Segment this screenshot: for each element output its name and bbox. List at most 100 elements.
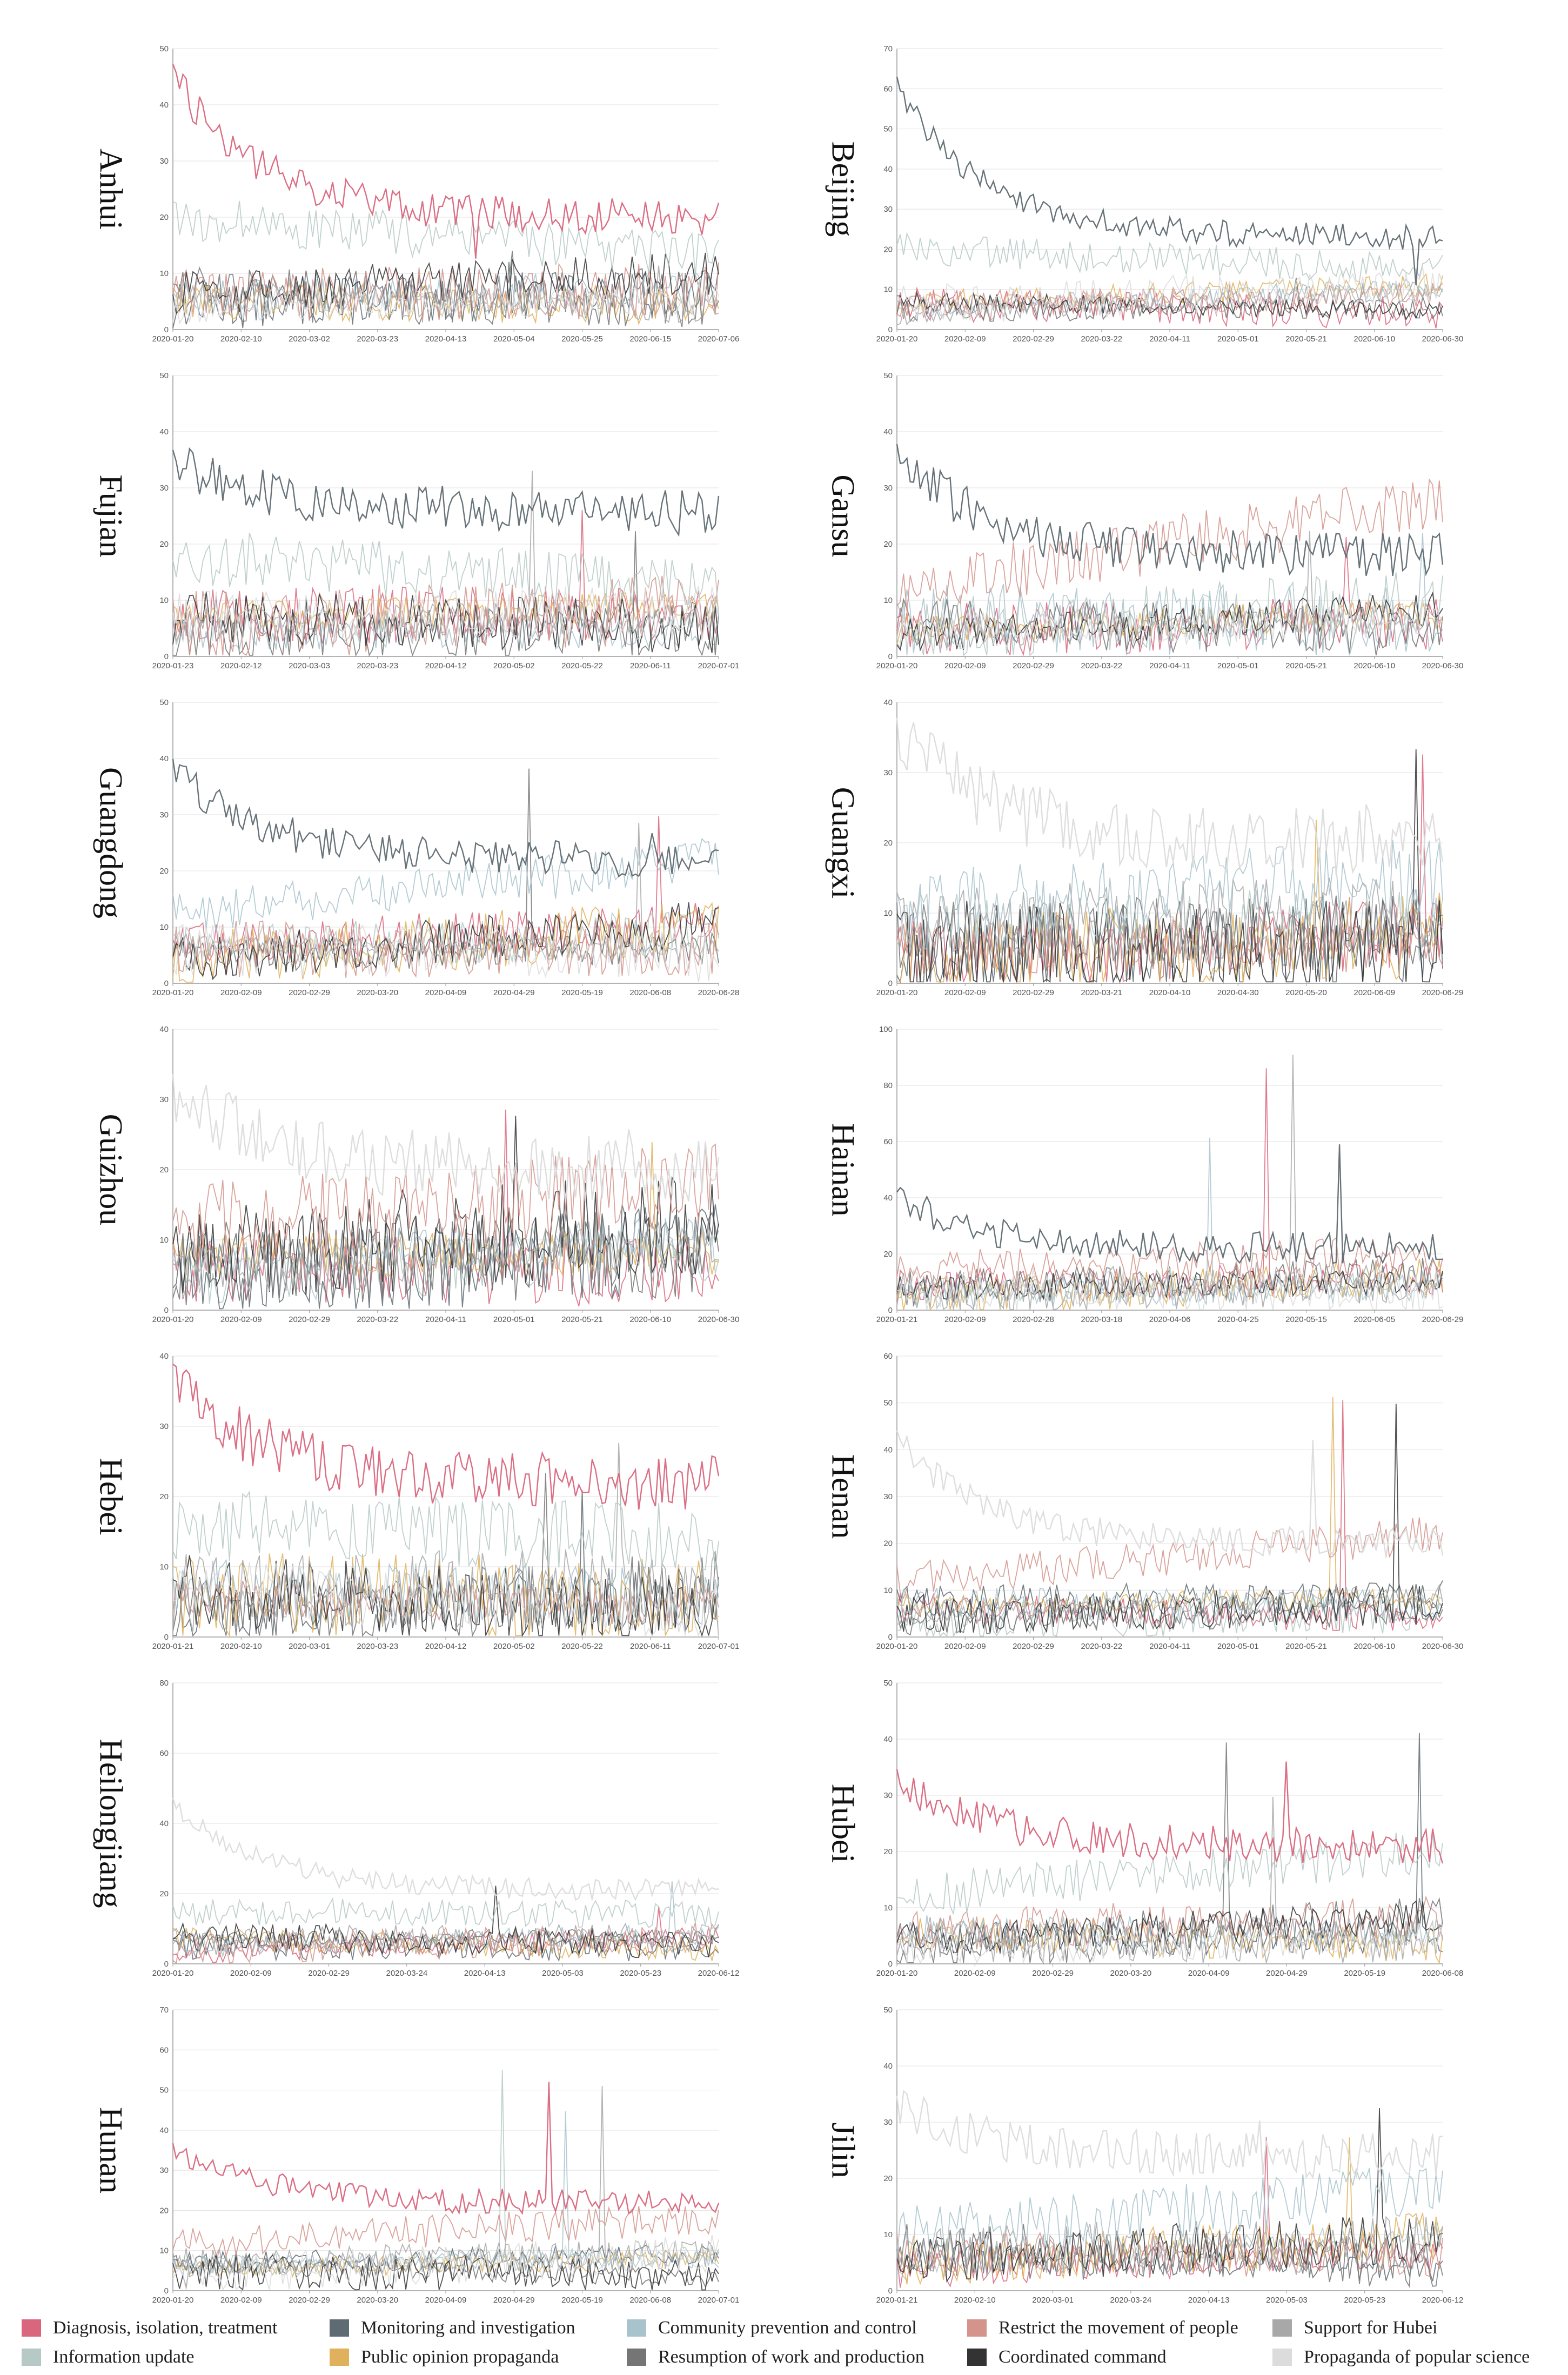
chart-panel-beijing: 0 10 20 30 40 50 60 70 2020-01-20 2020-02-09 2020-…: [876, 44, 1464, 344]
series-line-coordinated: [172, 1116, 719, 1296]
y-tick-label: 50: [883, 2005, 893, 2015]
y-tick-label: 20: [883, 2174, 893, 2183]
series-line-diagnosis: [172, 1906, 719, 1963]
series-line-science: [172, 923, 719, 983]
series-line-science: [896, 1921, 1443, 1964]
x-tick-label: 2020-02-09: [944, 1642, 986, 1651]
legend-item-science: Propaganda of popular science: [1272, 2347, 1530, 2367]
x-tick-label: 2020-02-28: [1013, 1315, 1054, 1324]
x-tick-label: 2020-06-30: [1422, 334, 1464, 344]
legend-label-resumption: Resumption of work and production: [658, 2347, 924, 2367]
y-tick-label: 0: [164, 979, 169, 988]
y-tick-label: 0: [888, 2286, 893, 2296]
chart-panel-hunan: 0 10 20 30 40 50 60 70 2020-01-20 2020-02-09 2020-…: [152, 2005, 740, 2305]
x-tick-label: 2020-06-11: [630, 1642, 671, 1651]
y-tick-label: 30: [883, 484, 893, 493]
y-tick-label: 60: [883, 84, 893, 93]
x-tick-label: 2020-01-20: [152, 2296, 194, 2305]
x-tick-label: 2020-03-03: [289, 661, 330, 670]
x-tick-label: 2020-02-09: [944, 334, 986, 344]
y-tick-label: 50: [883, 1679, 893, 1688]
series-line-resumption: [896, 894, 1443, 974]
province-label: Hubei: [825, 1783, 861, 1863]
y-tick-label: 30: [159, 157, 169, 166]
y-tick-label: 20: [883, 1847, 893, 1856]
x-tick-label: 2020-04-13: [425, 334, 467, 344]
x-tick-label: 2020-07-06: [698, 334, 740, 344]
y-tick-label: 0: [164, 2286, 169, 2296]
x-tick-label: 2020-03-02: [289, 334, 330, 344]
y-tick-label: 60: [883, 1352, 893, 1361]
x-tick-label: 2020-06-30: [1422, 661, 1464, 670]
series-line-diagnosis: [172, 2082, 720, 2215]
y-tick-label: 40: [159, 754, 169, 763]
x-tick-label: 2020-01-21: [152, 1642, 194, 1651]
x-tick-label: 2020-03-20: [357, 2296, 398, 2305]
x-tick-label: 2020-02-09: [230, 1969, 272, 1978]
legend-label-support-hubei: Support for Hubei: [1304, 2318, 1438, 2338]
x-tick-label: 2020-04-30: [1217, 988, 1259, 997]
legend-label-information: Information update: [53, 2347, 195, 2367]
legend-swatch-diagnosis: [22, 2319, 41, 2337]
x-tick-label: 2020-01-20: [152, 1315, 194, 1324]
series-line-monitoring: [896, 76, 1443, 285]
x-tick-label: 2020-02-10: [954, 2296, 996, 2305]
series-line-community: [896, 533, 1443, 656]
legend: Diagnosis, isolation, treatment Informat…: [16, 2318, 1562, 2372]
series-line-public_opinion: [896, 1397, 1443, 1616]
x-tick-label: 2020-04-12: [425, 661, 467, 670]
chart-panel-guangdong: 0 10 20 30 40 50 2020-01-20 2020-02-09 2020-02-2…: [152, 698, 740, 997]
series-line-support_hubei: [896, 1584, 1443, 1625]
series-line-community: [172, 2111, 719, 2278]
series-line-restrict: [172, 2206, 719, 2257]
province-label: Heilongjiang: [93, 1739, 129, 1908]
series-line-resumption: [172, 768, 719, 971]
series-line-public_opinion: [172, 1927, 719, 1961]
series-line-support_hubei: [896, 1796, 1443, 1963]
chart-panel-guangxi: 0 10 20 30 40 2020-01-20 2020-02-09 2020-02-29 2…: [876, 698, 1464, 997]
legend-item-community: Community prevention and control: [627, 2318, 917, 2338]
y-tick-label: 20: [883, 1539, 893, 1548]
series-line-monitoring: [172, 262, 719, 328]
y-tick-label: 20: [159, 2206, 169, 2215]
x-tick-label: 2020-04-11: [1149, 661, 1190, 670]
x-tick-label: 2020-01-21: [876, 2296, 918, 2305]
y-tick-label: 30: [159, 1422, 169, 1431]
y-tick-label: 0: [888, 979, 893, 988]
x-tick-label: 2020-04-29: [493, 988, 535, 997]
series-line-restrict: [896, 1895, 1443, 1948]
province-label: Guangdong: [93, 767, 129, 918]
y-tick-label: 20: [159, 213, 169, 222]
series-line-science: [896, 599, 1443, 650]
series-line-public_opinion: [172, 281, 719, 326]
series-line-restrict: [172, 920, 719, 978]
y-tick-label: 20: [883, 838, 893, 848]
legend-swatch-public-opinion: [330, 2349, 349, 2366]
y-tick-label: 20: [159, 540, 169, 549]
x-tick-label: 2020-06-12: [1422, 2296, 1464, 2305]
series-line-information: [172, 1897, 719, 1930]
series-line-support_hubei: [172, 1443, 719, 1632]
y-tick-label: 10: [883, 1903, 893, 1913]
x-tick-label: 2020-05-23: [1344, 2296, 1385, 2305]
x-tick-label: 2020-01-20: [876, 988, 918, 997]
series-line-restrict: [172, 262, 719, 323]
x-tick-label: 2020-06-30: [698, 1315, 740, 1324]
series-line-support_hubei: [172, 1222, 719, 1292]
y-tick-label: 20: [159, 1889, 169, 1898]
y-tick-label: 10: [159, 923, 169, 932]
x-tick-label: 2020-03-22: [1081, 334, 1122, 344]
x-tick-label: 2020-05-01: [493, 1315, 535, 1324]
series-line-support_hubei: [896, 281, 1443, 326]
series-line-coordinated: [896, 1404, 1443, 1634]
legend-item-resumption: Resumption of work and production: [627, 2347, 924, 2367]
series-line-community: [172, 613, 719, 650]
x-tick-label: 2020-02-09: [220, 988, 262, 997]
province-label: Hainan: [825, 1123, 861, 1217]
x-tick-label: 2020-05-01: [1217, 334, 1259, 344]
x-tick-label: 2020-03-23: [357, 334, 398, 344]
series-line-support_hubei: [172, 265, 719, 324]
x-tick-label: 2020-04-09: [1188, 1969, 1230, 1978]
y-tick-label: 10: [883, 596, 893, 605]
x-tick-label: 2020-04-29: [493, 2296, 535, 2305]
